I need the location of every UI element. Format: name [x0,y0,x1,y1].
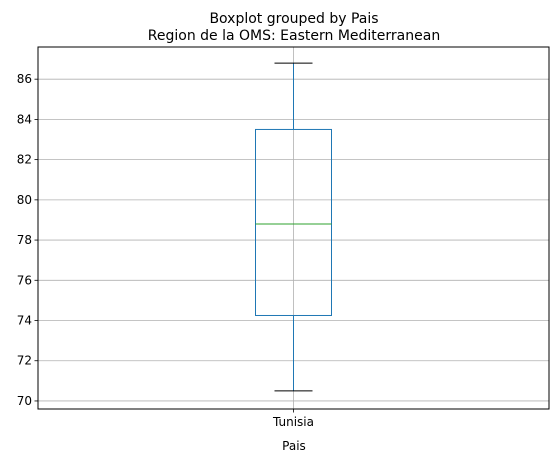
x-axis-label: Pais [282,439,306,453]
y-tick-label: 78 [17,233,32,247]
y-tick-label: 72 [17,354,32,368]
x-tick-label: Tunisia [272,415,314,429]
y-axis: 70 72 74 76 78 80 82 84 86 [17,72,38,408]
chart-suptitle: Boxplot grouped by Pais [209,11,378,27]
chart-title: Region de la OMS: Eastern Mediterranean [148,28,440,44]
y-tick-label: 76 [17,273,32,287]
y-tick-label: 86 [17,72,32,86]
box-group [255,62,332,392]
y-tick-label: 82 [17,153,32,167]
iqr-box [255,128,332,316]
box-tunisia [255,62,332,392]
y-tick-label: 80 [17,193,32,207]
x-axis: Tunisia [272,409,314,429]
y-tick-label: 84 [17,112,32,126]
y-tick-label: 74 [17,314,32,328]
y-tick-label: 70 [17,394,32,408]
